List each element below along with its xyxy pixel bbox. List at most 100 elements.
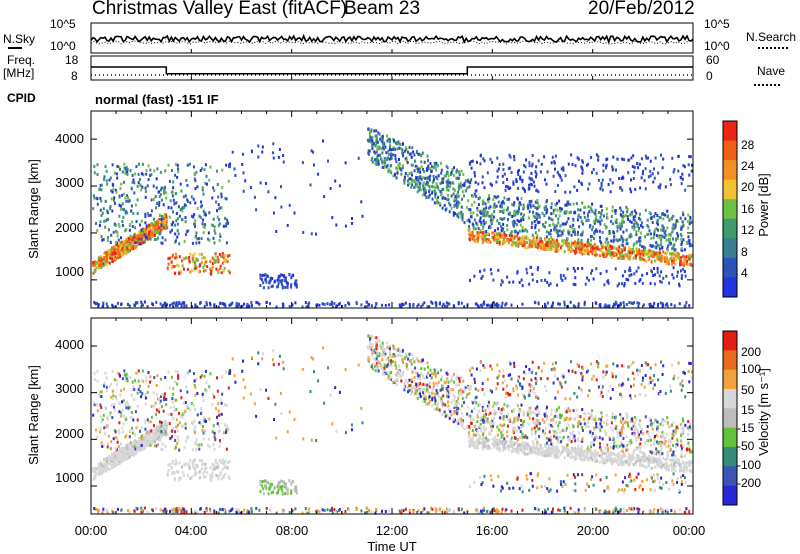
power-echo <box>514 241 517 245</box>
power-echo <box>375 129 378 133</box>
power-echo <box>569 210 572 214</box>
power-echo <box>315 232 318 236</box>
power-echo <box>552 208 555 212</box>
power-echo <box>537 242 540 246</box>
power-echo <box>121 253 124 256</box>
power-echo <box>439 203 442 207</box>
power-echo <box>581 166 584 170</box>
power-echo <box>158 223 161 227</box>
power-echo <box>268 281 271 285</box>
velocity-echo <box>130 416 133 419</box>
power-echo <box>523 164 526 167</box>
power-echo <box>566 245 569 249</box>
power-echo <box>280 185 282 189</box>
power-echo <box>132 212 135 215</box>
power-echo <box>452 192 455 196</box>
power-echo <box>610 220 613 223</box>
power-echo <box>644 246 647 250</box>
power-echo <box>114 201 116 205</box>
velocity-echo <box>156 437 159 441</box>
power-echo <box>635 221 638 225</box>
power-echo <box>650 245 653 248</box>
power-echo <box>213 188 216 192</box>
power-echo <box>543 243 545 247</box>
power-echo <box>548 240 551 244</box>
power-echo <box>194 224 196 228</box>
power-echo <box>634 215 637 218</box>
power-echo <box>457 194 460 198</box>
velocity-echo <box>151 435 153 439</box>
power-echo <box>195 231 198 235</box>
power-echo <box>633 242 636 246</box>
power-echo <box>193 252 196 256</box>
power-echo <box>680 240 683 244</box>
power-echo <box>525 158 528 162</box>
velocity-echo <box>124 453 127 457</box>
power-echo <box>116 301 119 305</box>
power-echo <box>124 250 127 254</box>
velocity-echo <box>208 385 211 389</box>
power-echo <box>264 277 267 281</box>
power-echo <box>177 264 180 268</box>
power-echo <box>481 241 484 245</box>
power-echo <box>108 261 111 265</box>
power-echo <box>217 268 220 272</box>
velocity-echo <box>100 406 103 409</box>
velocity-echo <box>204 475 207 479</box>
power-echo <box>121 193 123 197</box>
power-echo <box>385 151 388 155</box>
power-echo <box>548 238 550 241</box>
power-echo <box>474 174 476 178</box>
power-echo <box>470 166 473 170</box>
power-echo <box>172 305 175 309</box>
power-echo <box>160 198 163 202</box>
power-echo <box>163 213 166 217</box>
power-echo <box>392 147 394 151</box>
power-echo <box>461 214 464 218</box>
power-echo <box>643 258 646 262</box>
velocity-echo <box>119 374 121 378</box>
velocity-echo <box>261 480 264 484</box>
power-echo <box>620 257 623 261</box>
power-echo <box>120 251 123 255</box>
power-echo <box>475 221 478 225</box>
velocity-echo <box>120 456 123 459</box>
power-echo <box>647 255 650 259</box>
power-echo <box>506 239 509 242</box>
power-echo <box>389 169 392 173</box>
velocity-echo <box>160 395 162 398</box>
power-echo <box>612 155 615 159</box>
power-echo <box>639 243 641 247</box>
power-echo <box>202 269 205 273</box>
power-echo <box>144 195 147 199</box>
power-echo <box>111 190 114 194</box>
power-echo <box>655 227 658 231</box>
power-echo <box>223 266 226 270</box>
power-echo <box>531 221 534 225</box>
velocity-echo <box>205 420 207 423</box>
power-echo <box>658 247 661 251</box>
power-echo <box>409 152 412 156</box>
power-echo <box>200 237 203 240</box>
power-echo <box>176 222 179 226</box>
power-echo <box>93 196 96 200</box>
power-echo <box>116 247 119 251</box>
power-echo <box>360 303 363 307</box>
power-echo <box>670 256 673 260</box>
power-echo <box>375 142 378 145</box>
power-echo <box>203 263 206 267</box>
power-echo <box>452 187 455 191</box>
velocity-echo <box>191 421 193 425</box>
power-echo <box>98 187 101 191</box>
velocity-echo <box>184 422 187 426</box>
velocity-echo <box>103 468 106 472</box>
velocity-echo <box>280 488 283 492</box>
velocity-echo <box>158 410 161 414</box>
power-echo <box>194 305 197 308</box>
power-echo <box>413 185 416 189</box>
power-echo <box>271 151 274 155</box>
power-echo <box>196 206 199 210</box>
power-echo <box>631 225 634 229</box>
power-echo <box>92 207 95 211</box>
power-echo <box>459 181 462 185</box>
